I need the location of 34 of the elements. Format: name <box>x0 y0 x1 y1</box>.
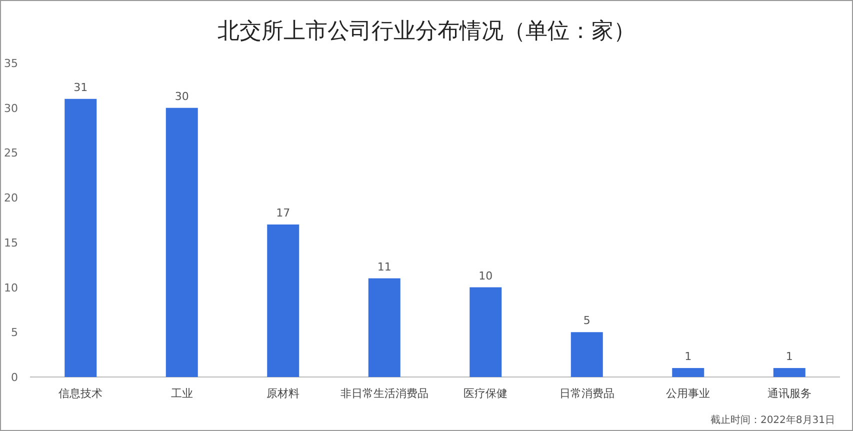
bar <box>267 224 300 377</box>
y-tick-label: 10 <box>4 281 18 294</box>
bar <box>570 332 603 377</box>
data-label: 11 <box>377 260 392 274</box>
x-tick-label: 信息技术 <box>58 387 103 400</box>
y-tick-label: 0 <box>11 371 18 384</box>
data-label: 30 <box>174 90 189 103</box>
y-tick-label: 5 <box>11 326 18 340</box>
y-tick-label: 30 <box>4 102 18 115</box>
data-label: 1 <box>684 350 692 364</box>
x-tick-label: 公用事业 <box>666 387 710 400</box>
bar <box>672 368 704 377</box>
x-tick-label: 原材料 <box>266 387 300 400</box>
bar <box>166 108 198 377</box>
x-tick-label: 日常消费品 <box>559 387 614 400</box>
bar <box>470 287 502 377</box>
bar <box>368 278 400 377</box>
y-tick-label: 20 <box>4 192 18 205</box>
x-tick-label: 医疗保健 <box>464 387 508 400</box>
x-tick-label: 通讯服务 <box>767 387 812 400</box>
data-label: 10 <box>478 269 493 282</box>
bar <box>64 98 97 377</box>
chart-title: 北交所上市公司行业分布情况（单位：家） <box>218 19 636 44</box>
y-tick-label: 35 <box>4 57 18 70</box>
data-label: 1 <box>786 350 793 364</box>
y-tick-label: 25 <box>4 146 18 160</box>
data-label: 31 <box>74 80 88 94</box>
x-tick-label: 工业 <box>170 387 193 400</box>
text: 截止时间：2022年8月31日 <box>710 414 835 426</box>
y-tick-label: 15 <box>4 236 18 250</box>
data-label: 5 <box>583 314 590 328</box>
data-label: 17 <box>276 206 290 220</box>
x-tick-label: 非日常生活消费品 <box>340 387 428 400</box>
bar <box>773 368 806 377</box>
